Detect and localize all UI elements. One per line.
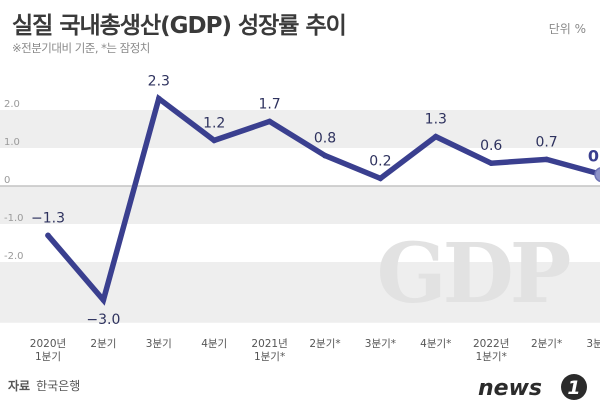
grid-band-2 bbox=[0, 186, 600, 224]
data-label: 0.7 bbox=[535, 134, 557, 150]
x-tick-label: 3분기 bbox=[146, 338, 172, 350]
gdp-watermark: GDP bbox=[377, 226, 574, 322]
series-line bbox=[45, 93, 600, 306]
data-label: 1.7 bbox=[258, 96, 280, 112]
y-tick-label: -1.0 bbox=[4, 213, 24, 224]
data-labels: −1.3 −3.0 2.3 1.2 1.7 0.8 0.2 1.3 0.6 0.7 0.3 bbox=[31, 74, 600, 328]
x-tick-label: 3분기* bbox=[586, 338, 600, 350]
data-point bbox=[45, 232, 51, 239]
source-note: 자료 한국은행 bbox=[8, 377, 80, 394]
x-axis-ticks: 2020년 1분기 2분기 3분기 4분기 2021년 1분기* 2분기* 3분기* 4분기* 20… bbox=[30, 338, 600, 363]
x-tick-label: 3분기* bbox=[365, 338, 396, 350]
chart-title: 실질 국내총생산(GDP) 성장률 추이 bbox=[12, 13, 347, 39]
data-point bbox=[377, 175, 384, 182]
data-label: 0.3 bbox=[588, 147, 600, 166]
data-label: 2.3 bbox=[148, 74, 170, 90]
data-point bbox=[266, 118, 273, 125]
chart-subtitle: ※전분기대비 기준, *는 잠정치 bbox=[12, 41, 150, 55]
source-label: 자료 bbox=[8, 379, 31, 393]
logo-badge bbox=[561, 374, 587, 400]
data-label: −1.3 bbox=[31, 210, 65, 226]
y-tick-label: 0 bbox=[4, 175, 10, 186]
data-label: 0.8 bbox=[314, 131, 336, 147]
data-point bbox=[100, 297, 107, 303]
unit-label: 단위 % bbox=[548, 22, 586, 36]
x-tick-label: 2022년 1분기* bbox=[473, 338, 509, 363]
y-axis-ticks: 2.0 1.0 0 -1.0 -2.0 bbox=[4, 99, 24, 262]
x-tick-label: 2분기 bbox=[90, 338, 116, 350]
watermark-text: GDP bbox=[377, 226, 570, 322]
x-tick-label: 2분기* bbox=[531, 338, 562, 350]
y-tick-label: 2.0 bbox=[4, 99, 20, 110]
data-point bbox=[156, 95, 162, 102]
y-tick-label: 1.0 bbox=[4, 137, 20, 148]
x-tick-label: 2020년 1분기 bbox=[30, 338, 66, 363]
logo-number: 1 bbox=[567, 377, 580, 399]
x-tick-label: 2분기* bbox=[309, 338, 340, 350]
source-value: 한국은행 bbox=[36, 379, 81, 393]
data-label: 0.6 bbox=[480, 138, 502, 154]
data-point bbox=[488, 160, 495, 166]
data-label: 1.2 bbox=[203, 115, 225, 131]
data-label: 0.2 bbox=[369, 153, 391, 169]
news1-logo: news 1 bbox=[478, 374, 587, 401]
latest-point-marker bbox=[594, 167, 600, 183]
data-point bbox=[433, 133, 439, 140]
logo-word: news bbox=[478, 376, 542, 401]
x-tick-label: 2021년 1분기* bbox=[251, 338, 287, 363]
data-point bbox=[211, 137, 217, 144]
y-tick-label: -2.0 bbox=[4, 251, 24, 262]
x-tick-label: 4분기 bbox=[201, 338, 227, 350]
data-point bbox=[322, 152, 328, 159]
data-label: 1.3 bbox=[425, 112, 447, 128]
data-label: −3.0 bbox=[86, 312, 120, 328]
data-point bbox=[543, 156, 550, 163]
x-tick-label: 4분기* bbox=[420, 338, 451, 350]
